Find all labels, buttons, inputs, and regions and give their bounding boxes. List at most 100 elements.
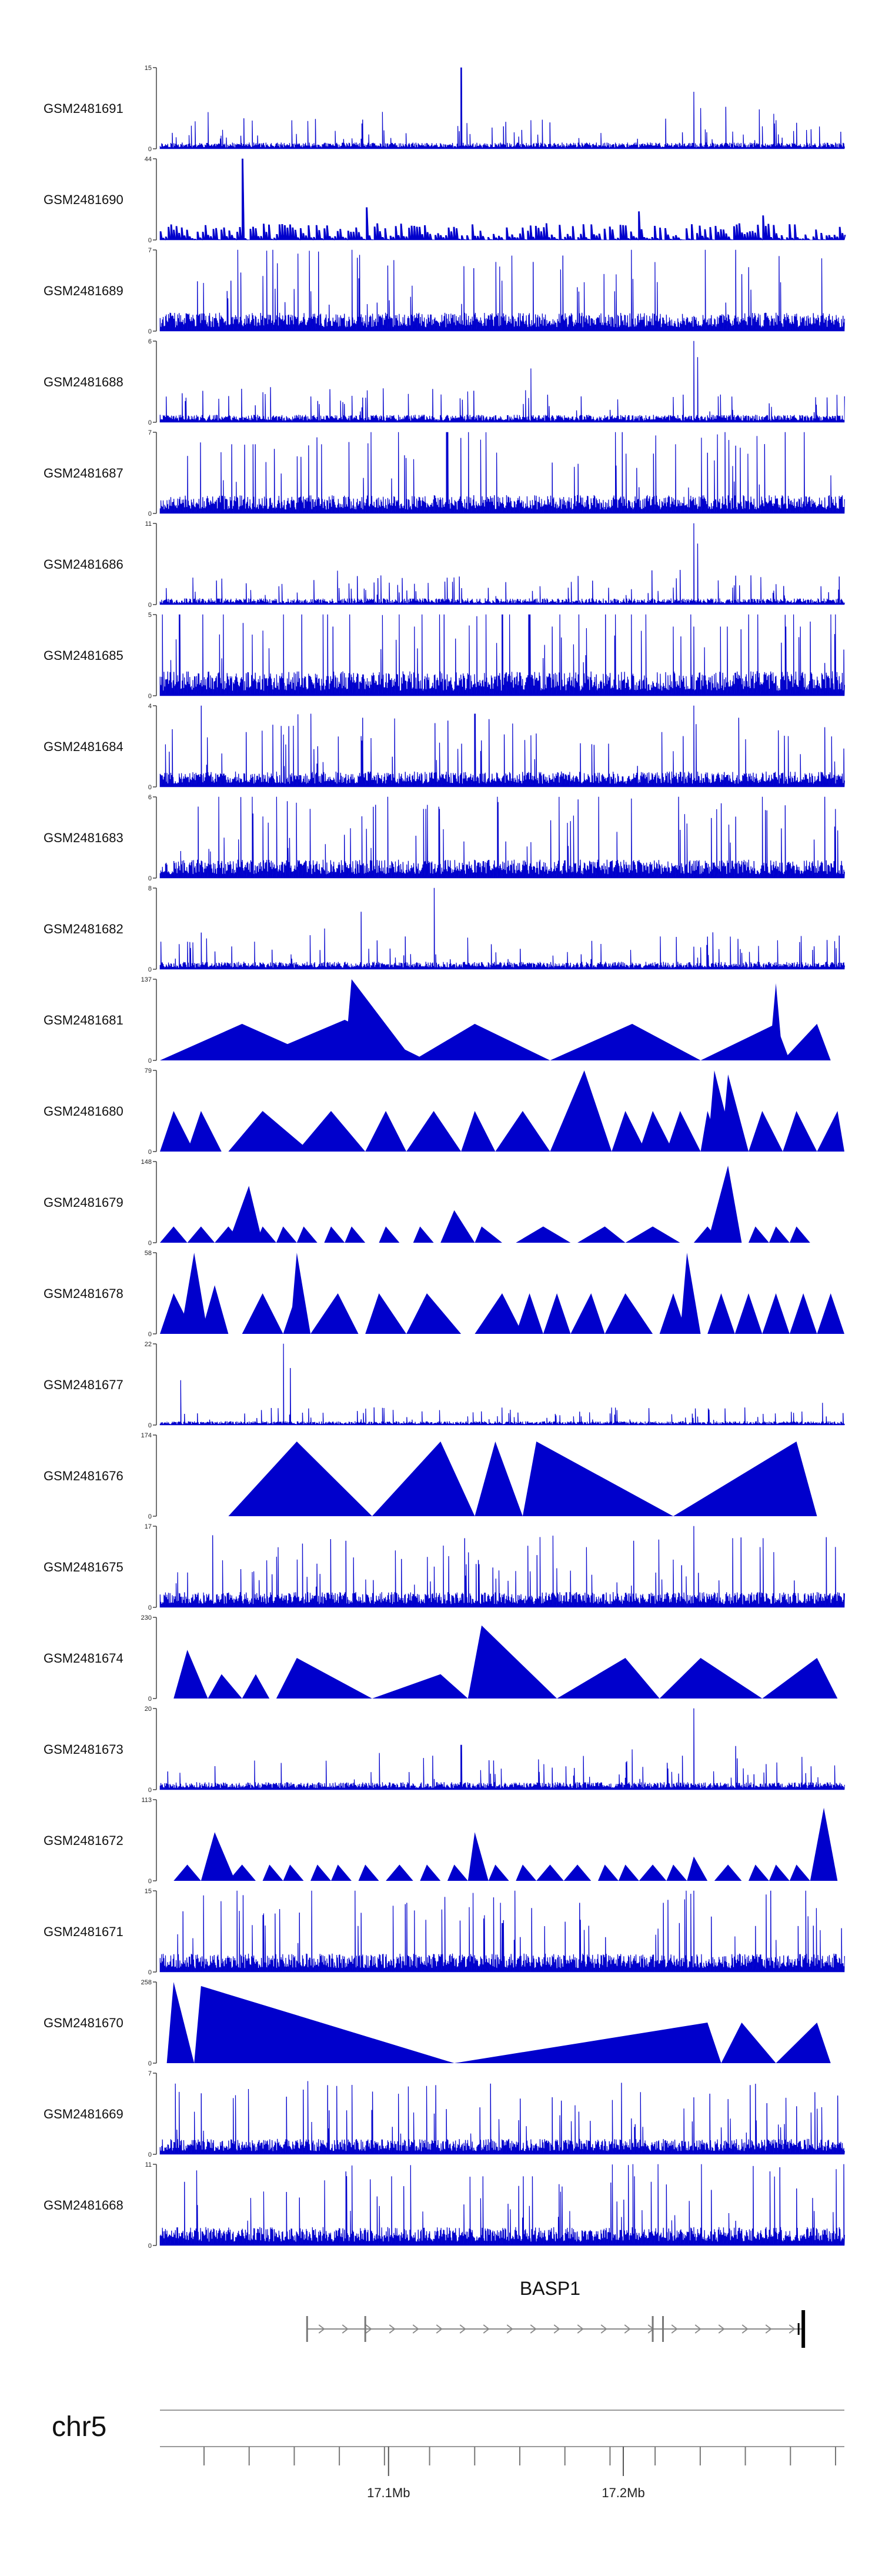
signal-peak [201, 1285, 229, 1334]
y-max-label: 4 [148, 703, 152, 710]
track-GSM2481676: GSM2481676 174 0 [44, 1432, 817, 1520]
y-min-label: 0 [148, 419, 152, 426]
signal-peak [173, 1650, 208, 1699]
y-max-label: 11 [145, 520, 152, 528]
y-max-label: 44 [145, 156, 152, 163]
signal-peak [345, 979, 413, 1060]
y-min-label: 0 [148, 237, 152, 244]
strand-arrow-icon [459, 2324, 466, 2334]
signal-peak [666, 1111, 701, 1152]
y-min-label: 0 [148, 1604, 152, 1611]
y-min-label: 0 [148, 2243, 152, 2250]
track-GSM2481671: GSM2481671 15 0 [44, 1888, 845, 1976]
y-max-label: 20 [145, 1706, 152, 1713]
signal-coverage [159, 249, 845, 332]
y-min-label: 0 [148, 784, 152, 791]
y-min-label: 0 [148, 1149, 152, 1156]
signal-peak [789, 1293, 817, 1334]
y-max-label: 79 [145, 1067, 152, 1075]
signal-peak [687, 1856, 708, 1881]
y-max-label: 258 [141, 1979, 152, 1986]
signal-peak [310, 1864, 331, 1881]
signal-coverage [159, 341, 845, 423]
signal-peak [160, 1226, 188, 1243]
y-max-label: 137 [141, 976, 152, 983]
signal-peak [324, 1226, 345, 1243]
strand-arrow-icon [412, 2324, 419, 2334]
track-GSM2481685: GSM2481685 5 0 [44, 612, 845, 700]
track-GSM2481678: GSM2481678 58 0 [44, 1250, 844, 1338]
track-label: GSM2481690 [44, 192, 123, 207]
signal-peak [386, 1864, 413, 1881]
track-label: GSM2481685 [44, 648, 123, 663]
signal-peak [467, 1832, 489, 1881]
track-label: GSM2481671 [44, 1924, 123, 1939]
signal-peak [597, 1864, 619, 1881]
signal-peak [516, 1293, 543, 1334]
signal-peak [276, 1226, 297, 1243]
signal-peak [776, 2023, 831, 2063]
signal-peak [372, 1442, 475, 1516]
signal-peak [707, 1165, 742, 1243]
y-min-label: 0 [148, 602, 152, 609]
signal-peak [577, 1226, 626, 1243]
track-label: GSM2481678 [44, 1286, 123, 1301]
y-max-label: 148 [141, 1159, 152, 1166]
signal-peak [673, 1442, 817, 1516]
track-GSM2481683: GSM2481683 6 0 [44, 794, 845, 882]
signal-peak [680, 1253, 701, 1334]
y-max-label: 7 [148, 247, 152, 254]
signal-coverage [159, 2164, 845, 2246]
y-min-label: 0 [148, 966, 152, 973]
track-label: GSM2481669 [44, 2107, 123, 2121]
track-GSM2481690: GSM2481690 44 0 [44, 156, 846, 244]
signal-peak [406, 1111, 462, 1152]
signal-peak [762, 1293, 790, 1334]
signal-peak [194, 1986, 455, 2063]
signal-peak [331, 1864, 352, 1881]
track-label: GSM2481672 [44, 1833, 123, 1848]
signal-peak [208, 1674, 242, 1699]
signal-peak [570, 1293, 605, 1334]
signal-peak [372, 1674, 468, 1699]
signal-peak [639, 1111, 673, 1152]
signal-peak [228, 1442, 372, 1516]
y-min-label: 0 [148, 2151, 152, 2158]
y-max-label: 58 [145, 1250, 152, 1257]
signal-peak [789, 1864, 810, 1881]
signal-peak [516, 1226, 571, 1243]
signal-peak [242, 1674, 270, 1699]
strand-arrow-icon [318, 2324, 325, 2334]
signal-peak [557, 1658, 660, 1699]
y-min-label: 0 [148, 1422, 152, 1429]
signal-peak [817, 1111, 844, 1152]
track-label: GSM2481689 [44, 283, 123, 298]
signal-peak [734, 1293, 763, 1334]
track-label: GSM2481675 [44, 1560, 123, 1574]
track-label: GSM2481687 [44, 466, 123, 481]
strand-arrow-icon [741, 2324, 749, 2334]
track-label: GSM2481668 [44, 2198, 123, 2213]
strand-arrow-icon [671, 2324, 678, 2334]
strand-arrow-icon [624, 2324, 631, 2334]
axis-tick-label: 17.2Mb [602, 2485, 644, 2500]
gene-exon-terminal [801, 2310, 806, 2348]
signal-peak [413, 1023, 550, 1060]
track-GSM2481687: GSM2481687 7 0 [44, 429, 845, 518]
signal-coverage [159, 614, 845, 696]
signal-peak [454, 2023, 721, 2063]
signal-peak [700, 1023, 790, 1060]
track-GSM2481689: GSM2481689 7 0 [44, 247, 845, 335]
signal-peak [721, 1074, 749, 1152]
signal-peak [762, 1658, 838, 1699]
signal-peak [817, 1293, 844, 1334]
signal-coverage [159, 432, 845, 514]
signal-peak [166, 1982, 195, 2063]
signal-peak [604, 1293, 653, 1334]
strand-arrow-icon [718, 2324, 725, 2334]
signal-peak [707, 1293, 735, 1334]
signal-peak [516, 1864, 537, 1881]
signal-peak [659, 1658, 763, 1699]
y-min-label: 0 [148, 875, 152, 882]
signal-peak [160, 1111, 195, 1152]
